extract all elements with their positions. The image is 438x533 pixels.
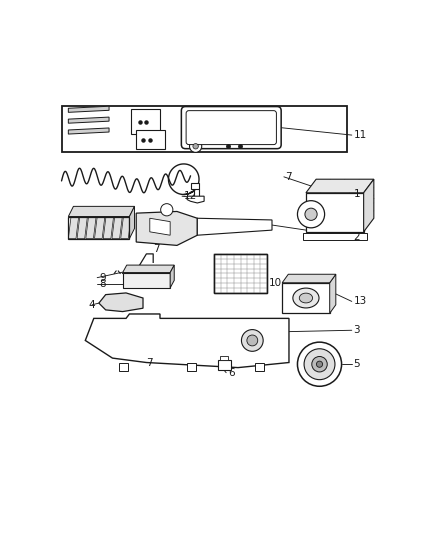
- Polygon shape: [68, 216, 79, 239]
- Bar: [187, 362, 196, 371]
- Text: 13: 13: [353, 296, 367, 306]
- Circle shape: [161, 204, 173, 216]
- Circle shape: [312, 357, 327, 372]
- Bar: [214, 254, 267, 293]
- Polygon shape: [123, 265, 174, 272]
- Text: 9: 9: [99, 273, 106, 282]
- Text: 7: 7: [146, 358, 153, 368]
- Polygon shape: [86, 216, 96, 239]
- Bar: [303, 233, 367, 240]
- FancyBboxPatch shape: [181, 107, 281, 149]
- Text: 4: 4: [88, 300, 95, 310]
- Bar: [218, 360, 230, 370]
- Bar: [136, 130, 165, 149]
- Circle shape: [241, 329, 263, 351]
- Circle shape: [305, 208, 317, 220]
- Polygon shape: [130, 206, 134, 239]
- Text: 8: 8: [99, 279, 106, 289]
- Circle shape: [297, 342, 342, 386]
- Text: 11: 11: [353, 130, 367, 140]
- Text: 2: 2: [353, 232, 360, 242]
- Bar: [282, 282, 330, 313]
- Polygon shape: [99, 293, 143, 312]
- Polygon shape: [330, 274, 336, 313]
- Polygon shape: [306, 179, 374, 193]
- Ellipse shape: [293, 288, 319, 308]
- Circle shape: [297, 201, 325, 228]
- Polygon shape: [68, 206, 134, 216]
- Text: 10: 10: [268, 278, 282, 288]
- Bar: [255, 362, 264, 371]
- Polygon shape: [112, 216, 122, 239]
- Bar: [131, 109, 160, 134]
- Polygon shape: [170, 265, 174, 288]
- Polygon shape: [68, 117, 109, 123]
- Circle shape: [190, 140, 202, 152]
- Text: 1: 1: [353, 190, 360, 199]
- Polygon shape: [68, 106, 109, 112]
- Polygon shape: [77, 216, 88, 239]
- Circle shape: [247, 335, 258, 346]
- Text: 7: 7: [153, 244, 160, 254]
- Bar: [68, 216, 130, 239]
- Circle shape: [304, 349, 335, 379]
- Bar: [306, 193, 364, 232]
- Polygon shape: [150, 218, 170, 235]
- FancyBboxPatch shape: [186, 111, 276, 144]
- Polygon shape: [95, 216, 105, 239]
- Text: 6: 6: [228, 368, 234, 378]
- Bar: [214, 254, 267, 293]
- Bar: [220, 356, 228, 360]
- Polygon shape: [187, 196, 204, 203]
- Polygon shape: [68, 128, 109, 134]
- Polygon shape: [282, 274, 336, 282]
- Text: 5: 5: [353, 359, 360, 369]
- Polygon shape: [103, 216, 113, 239]
- Polygon shape: [364, 179, 374, 232]
- Polygon shape: [197, 218, 272, 235]
- Polygon shape: [121, 216, 131, 239]
- Bar: [123, 272, 170, 288]
- Ellipse shape: [299, 293, 313, 303]
- Circle shape: [316, 361, 323, 367]
- Text: 12: 12: [184, 191, 197, 201]
- Polygon shape: [136, 212, 197, 245]
- Polygon shape: [85, 314, 289, 368]
- Text: 7: 7: [286, 172, 292, 182]
- Bar: [61, 106, 346, 152]
- Bar: [191, 183, 199, 189]
- Text: 3: 3: [353, 325, 360, 335]
- Bar: [119, 362, 128, 371]
- Circle shape: [193, 143, 198, 149]
